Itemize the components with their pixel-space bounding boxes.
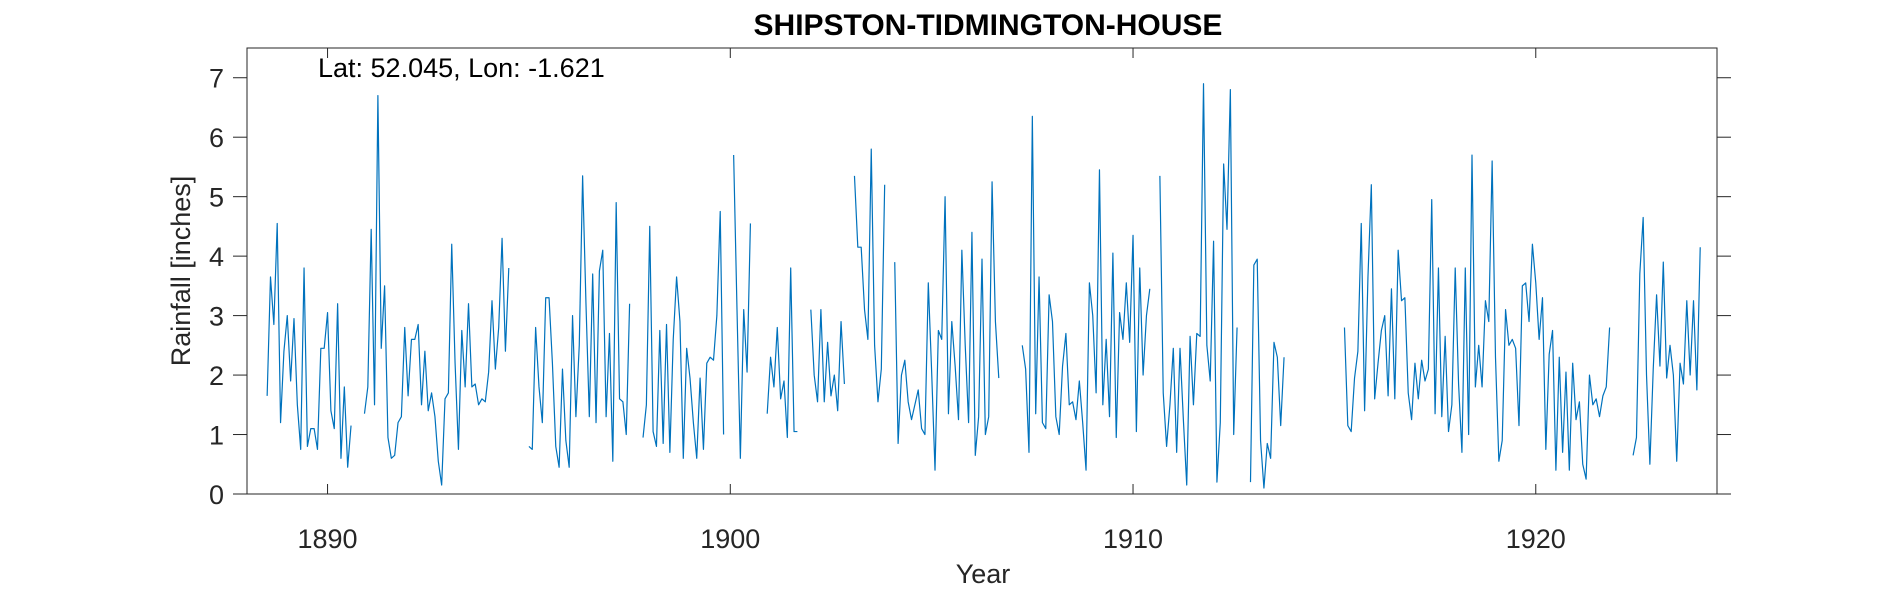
plot-area: 1890 1900 1910 1920 0 1 2 3 4 5 6 7	[209, 47, 1731, 554]
y-tick-label: 2	[209, 361, 224, 391]
y-tick-label: 1	[209, 421, 224, 451]
x-tick-label: 1920	[1506, 524, 1566, 554]
y-tick-label: 3	[209, 302, 224, 332]
y-tick-label: 0	[209, 480, 224, 510]
y-tick-label: 6	[209, 123, 224, 153]
y-tick-label: 5	[209, 183, 224, 213]
chart-title: SHIPSTON-TIDMINGTON-HOUSE	[754, 9, 1223, 42]
x-tick-label: 1890	[298, 524, 358, 554]
series-line-0	[266, 83, 1285, 489]
axes-box	[246, 47, 1718, 495]
location-annotation: Lat: 52.045, Lon: -1.621	[318, 53, 605, 83]
x-tick-label: 1900	[700, 524, 760, 554]
y-tick-label: 7	[209, 64, 224, 94]
x-axis-label: Year	[956, 559, 1011, 589]
series-line-1	[1343, 154, 1701, 480]
y-tick-label: 4	[209, 242, 224, 272]
x-tick-label: 1910	[1103, 524, 1163, 554]
y-axis-label: Rainfall [inches]	[166, 176, 196, 367]
